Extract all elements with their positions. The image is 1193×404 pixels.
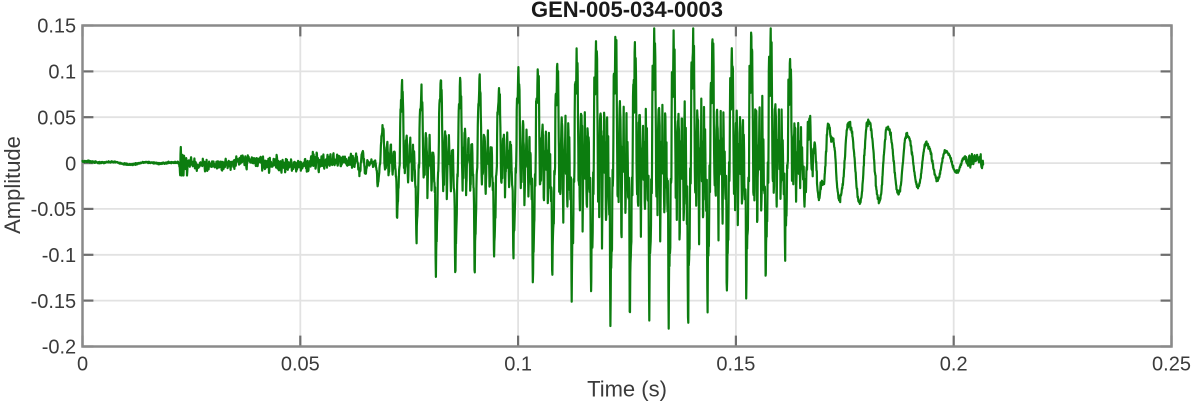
svg-text:0.05: 0.05 bbox=[37, 107, 76, 129]
svg-text:-0.1: -0.1 bbox=[42, 245, 76, 267]
svg-text:0.2: 0.2 bbox=[940, 354, 968, 376]
svg-text:0.15: 0.15 bbox=[37, 16, 76, 38]
svg-text:0.1: 0.1 bbox=[48, 62, 76, 84]
svg-text:-0.2: -0.2 bbox=[42, 337, 76, 359]
svg-text:0.1: 0.1 bbox=[504, 354, 532, 376]
svg-text:-0.15: -0.15 bbox=[31, 291, 77, 313]
svg-text:0.05: 0.05 bbox=[281, 354, 320, 376]
svg-text:Amplitude: Amplitude bbox=[0, 136, 25, 234]
svg-text:-0.05: -0.05 bbox=[31, 199, 77, 221]
svg-text:0.15: 0.15 bbox=[716, 354, 755, 376]
svg-text:0: 0 bbox=[77, 354, 88, 376]
svg-text:Time (s): Time (s) bbox=[587, 377, 667, 402]
svg-text:GEN-005-034-0003: GEN-005-034-0003 bbox=[531, 0, 723, 22]
svg-text:0: 0 bbox=[65, 153, 76, 175]
svg-text:0.25: 0.25 bbox=[1152, 354, 1191, 376]
